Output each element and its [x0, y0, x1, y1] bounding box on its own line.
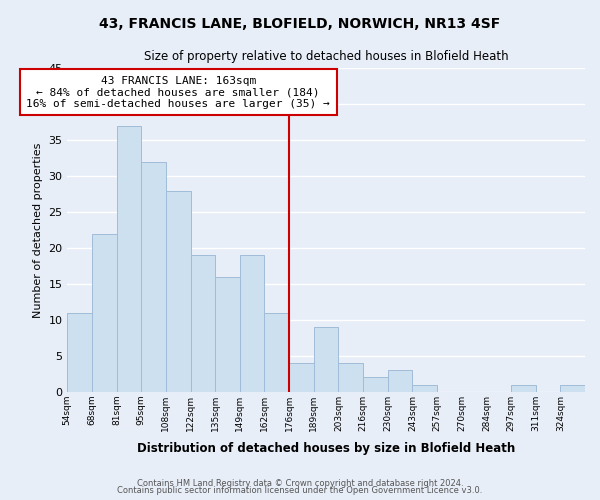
- Bar: [338, 363, 363, 392]
- Bar: [363, 378, 388, 392]
- Bar: [141, 162, 166, 392]
- Text: Contains public sector information licensed under the Open Government Licence v3: Contains public sector information licen…: [118, 486, 482, 495]
- Bar: [412, 384, 437, 392]
- Bar: [166, 190, 191, 392]
- Bar: [289, 363, 314, 392]
- Bar: [215, 276, 240, 392]
- Bar: [116, 126, 141, 392]
- Bar: [314, 327, 338, 392]
- Bar: [191, 255, 215, 392]
- Bar: [388, 370, 412, 392]
- Y-axis label: Number of detached properties: Number of detached properties: [32, 142, 43, 318]
- Bar: [511, 384, 536, 392]
- Text: 43 FRANCIS LANE: 163sqm
← 84% of detached houses are smaller (184)
16% of semi-d: 43 FRANCIS LANE: 163sqm ← 84% of detache…: [26, 76, 330, 108]
- Bar: [92, 234, 116, 392]
- Bar: [560, 384, 585, 392]
- X-axis label: Distribution of detached houses by size in Blofield Heath: Distribution of detached houses by size …: [137, 442, 515, 455]
- Bar: [67, 312, 92, 392]
- Bar: [265, 312, 289, 392]
- Text: 43, FRANCIS LANE, BLOFIELD, NORWICH, NR13 4SF: 43, FRANCIS LANE, BLOFIELD, NORWICH, NR1…: [100, 18, 500, 32]
- Bar: [240, 255, 265, 392]
- Title: Size of property relative to detached houses in Blofield Heath: Size of property relative to detached ho…: [144, 50, 508, 63]
- Text: Contains HM Land Registry data © Crown copyright and database right 2024.: Contains HM Land Registry data © Crown c…: [137, 478, 463, 488]
